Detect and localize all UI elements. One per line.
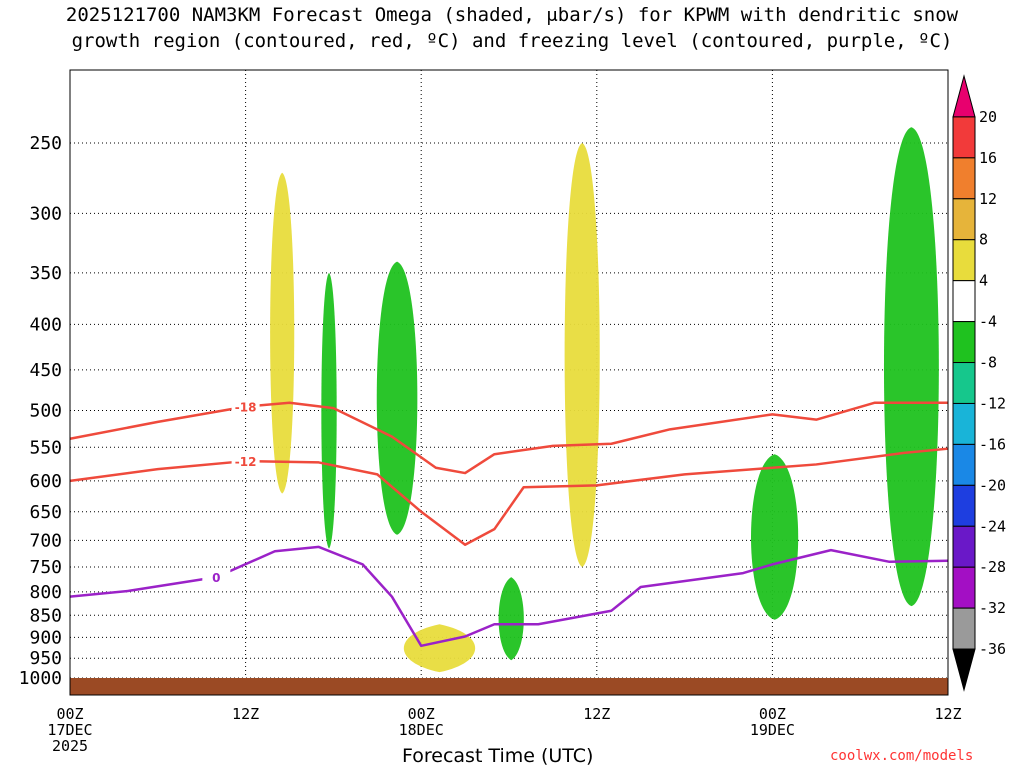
- omega-region-yellow: [403, 624, 476, 673]
- colorbar-label: 8: [979, 231, 988, 249]
- y-tick-label: 900: [29, 627, 62, 648]
- x-axis-title: Forecast Time (UTC): [402, 745, 594, 767]
- colorbar-label: -4: [979, 313, 997, 331]
- y-tick-label: 700: [29, 530, 62, 551]
- y-tick-label: 400: [29, 314, 62, 335]
- x-tick-label: 12Z: [583, 705, 610, 723]
- contour-line--18: [69, 401, 948, 475]
- colorbar-label: 12: [979, 190, 997, 208]
- y-tick-label: 800: [29, 582, 62, 603]
- contour-label-0: 0: [212, 571, 220, 585]
- colorbar-label: 4: [979, 272, 988, 290]
- omega-region-green: [321, 272, 337, 549]
- colorbar-swatch: [952, 280, 976, 323]
- y-tick-label: 650: [29, 502, 62, 523]
- colorbar-swatch: [952, 239, 976, 282]
- omega-region-green: [883, 127, 939, 607]
- terrain-band: [70, 678, 948, 695]
- colorbar-bottom-arrow: [952, 648, 976, 692]
- y-tick-label: 250: [29, 133, 62, 154]
- omega-region-green: [750, 454, 799, 620]
- chart-title-line-2: growth region (contoured, red, ºC) and f…: [71, 30, 953, 52]
- x-tick-label: 19DEC: [750, 721, 795, 739]
- colorbar-label: 20: [979, 108, 997, 126]
- colorbar-label: -32: [979, 599, 1006, 617]
- colorbar-label: -12: [979, 394, 1006, 412]
- omega-region-green: [376, 261, 418, 535]
- y-tick-label: 300: [29, 203, 62, 224]
- omega-region-yellow: [564, 143, 600, 567]
- colorbar-label: 16: [979, 149, 997, 167]
- y-tick-label: 850: [29, 605, 62, 626]
- y-tick-label: 950: [29, 648, 62, 669]
- x-tick-label: 17DEC: [47, 721, 92, 739]
- terrain-ground: [70, 678, 948, 695]
- colorbar-swatch: [952, 402, 976, 445]
- x-tick-label: 00Z: [408, 705, 435, 723]
- omega-region-yellow: [270, 172, 295, 494]
- colorbar-swatch: [952, 484, 976, 527]
- colorbar-swatch: [952, 321, 976, 364]
- plot-frame: [69, 69, 949, 696]
- x-tick-label: 12Z: [934, 705, 961, 723]
- colorbar-swatch: [952, 607, 976, 650]
- contour-line--12: [69, 447, 949, 546]
- colorbar-swatch: [952, 443, 976, 486]
- y-tick-label: 600: [29, 471, 62, 492]
- colorbar-label: -28: [979, 558, 1006, 576]
- colorbar-swatch: [952, 362, 976, 404]
- credit-link[interactable]: coolwx.com/models: [830, 748, 974, 764]
- colorbar: 20 16 12 8 4 -4 -8 -12 -16 -20 -24 -28 -32 -36: [952, 74, 1006, 692]
- contour-label--18: -18: [235, 401, 257, 415]
- contour-label--12: -12: [235, 455, 257, 469]
- y-tick-label: 550: [29, 437, 62, 458]
- chart-title-line-1: 2025121700 NAM3KM Forecast Omega (shaded…: [65, 4, 959, 26]
- x-tick-label: 18DEC: [399, 721, 444, 739]
- axes: 2503003504004505005506006507007508008509…: [19, 69, 962, 755]
- y-tick-label: 500: [29, 401, 62, 422]
- colorbar-label: -16: [979, 435, 1006, 453]
- y-tick-label: 350: [29, 263, 62, 284]
- colorbar-swatch: [952, 157, 976, 200]
- colorbar-label: -20: [979, 476, 1006, 494]
- omega-shading: [270, 127, 939, 673]
- colorbar-label: -8: [979, 354, 997, 372]
- y-tick-label: 1000: [19, 668, 62, 689]
- x-tick-label: 2025: [52, 737, 88, 755]
- colorbar-swatch: [952, 566, 976, 609]
- omega-region-green: [498, 577, 524, 661]
- colorbar-top-arrow: [952, 74, 976, 118]
- y-tick-label: 750: [29, 557, 62, 578]
- colorbar-swatch: [952, 116, 976, 159]
- x-tick-label: 12Z: [232, 705, 259, 723]
- contour-line-0: [69, 545, 949, 648]
- x-tick-label: 00Z: [759, 705, 786, 723]
- temperature-contours: -18 -12 0: [69, 397, 949, 648]
- contour-label-bg: [231, 452, 260, 469]
- contour-label-bg: [231, 397, 260, 414]
- colorbar-label: -36: [979, 640, 1006, 658]
- y-tick-label: 450: [29, 360, 62, 381]
- contour-label-bg: [202, 568, 231, 585]
- colorbar-label: -24: [979, 517, 1006, 535]
- colorbar-swatch: [952, 525, 976, 568]
- x-tick-label: 00Z: [56, 705, 83, 723]
- colorbar-swatch: [952, 198, 976, 241]
